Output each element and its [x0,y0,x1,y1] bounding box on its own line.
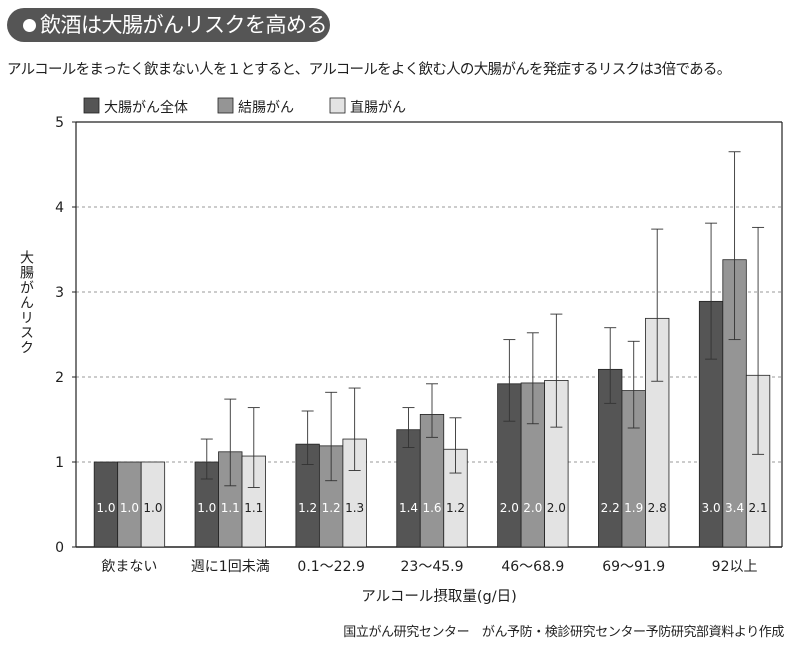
data-label-2-7: 3.4 [725,501,744,515]
legend-label-3: 直腸がん [350,99,406,116]
x-axis-label: アルコール摂取量(g/日) [361,588,516,605]
legend-swatch-2 [217,97,234,114]
data-label-1-4: 1.4 [399,501,418,515]
y-tick-label-2: 2 [55,370,64,386]
data-label-3-1: 1.0 [143,501,162,515]
x-tick-label-5: 46〜68.9 [501,559,564,575]
data-label-2-1: 1.0 [120,501,139,515]
x-tick-label-4: 23〜45.9 [401,559,464,575]
y-tick-label-4: 4 [55,200,64,216]
bar-3-1 [140,461,166,548]
y-axis-label: 大腸がんリスク [18,250,34,355]
data-label-2-6: 1.9 [624,501,643,515]
data-label-2-4: 1.6 [422,501,441,515]
x-tick-label-1: 飲まない [101,559,157,575]
x-tick-label-7: 92以上 [712,559,758,575]
data-label-3-5: 2.0 [547,501,566,515]
data-label-3-3: 1.3 [345,501,364,515]
chart-title-text: 飲酒は大腸がんリスクを高める [40,13,328,37]
chart-title: 飲酒は大腸がんリスクを高める [7,8,330,42]
data-label-1-2: 1.0 [197,501,216,515]
y-tick-label-1: 1 [55,455,64,471]
data-label-3-4: 1.2 [446,501,465,515]
legend-label-1: 大腸がん全体 [104,99,188,116]
data-label-2-3: 1.2 [322,501,341,515]
data-label-1-1: 1.0 [96,501,115,515]
x-tick-label-6: 69〜91.9 [602,559,665,575]
y-tick-label-5: 5 [55,115,64,131]
legend-label-2: 結腸がん [238,100,294,116]
data-label-2-2: 1.1 [221,501,240,515]
chart-subtitle: アルコールをまったく飲まない人を１とすると、アルコールをよく飲む人の大腸がんを発… [7,62,731,78]
y-tick-label-3: 3 [55,285,64,301]
title-bullet-icon [23,19,36,32]
y-tick-label-0: 0 [55,540,64,556]
legend-swatch-1 [83,97,100,114]
x-tick-label-3: 0.1〜22.9 [297,559,364,575]
legend-swatch-3 [329,97,346,114]
data-label-1-6: 2.2 [601,501,620,515]
data-label-3-7: 2.1 [749,501,768,515]
source-note: 国立がん研究センター がん予防・検診研究センター予防研究部資料より作成 [343,625,784,640]
data-label-1-5: 2.0 [500,501,519,515]
data-label-1-7: 3.0 [702,501,721,515]
data-label-2-5: 2.0 [523,501,542,515]
data-label-1-3: 1.2 [298,501,317,515]
data-label-3-2: 1.1 [244,501,263,515]
x-tick-label-2: 週に1回未満 [191,559,270,575]
data-label-3-6: 2.8 [648,501,667,515]
